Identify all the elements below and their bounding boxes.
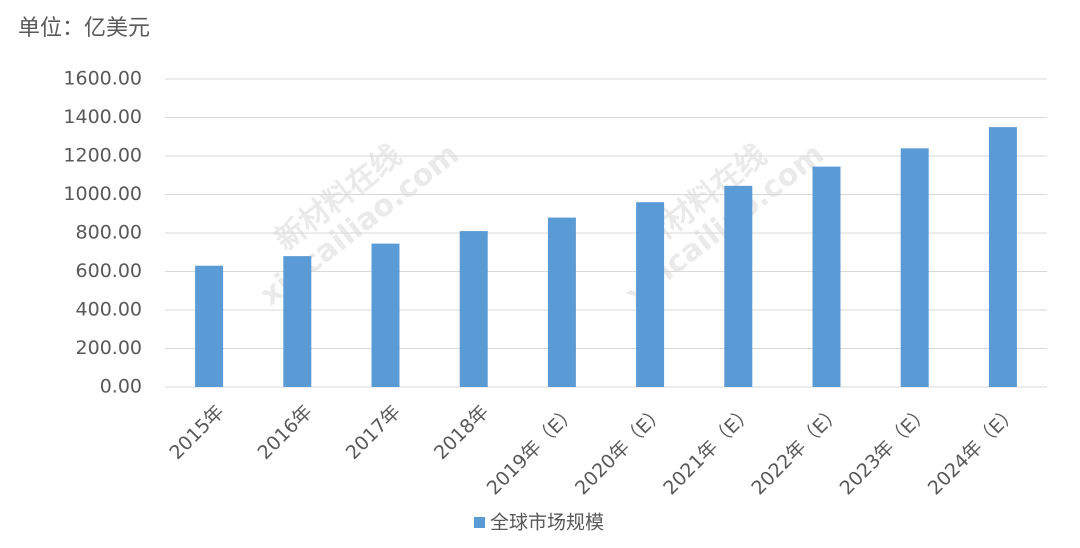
bar [988, 127, 1017, 387]
x-tick-label: 2016年 [254, 401, 317, 464]
x-tick-label: 2020年（E） [571, 401, 670, 500]
bar [724, 185, 753, 387]
x-tick-label: 2019年（E） [483, 401, 582, 500]
y-tick-label: 0.00 [100, 376, 142, 398]
bar [636, 202, 665, 387]
y-tick-label: 800.00 [76, 222, 142, 244]
y-tick-label: 400.00 [76, 299, 142, 321]
x-tick-label: 2018年 [430, 401, 493, 464]
x-tick-label: 2015年 [165, 401, 228, 464]
legend-swatch [474, 517, 485, 528]
y-tick-label: 1200.00 [63, 145, 142, 167]
bar [900, 148, 929, 387]
legend-label: 全球市场规模 [490, 512, 604, 534]
bar [195, 265, 224, 387]
x-tick-label: 2021年（E） [659, 401, 758, 500]
y-tick-label: 1600.00 [63, 68, 142, 90]
x-tick-label: 2022年（E） [747, 401, 846, 500]
y-tick-label: 600.00 [76, 260, 142, 282]
x-tick-label: 2024年（E） [924, 401, 1023, 500]
bar [283, 256, 312, 387]
bar [547, 217, 576, 387]
bar [459, 231, 488, 387]
unit-label: 单位：亿美元 [18, 16, 150, 41]
y-tick-label: 1000.00 [63, 183, 142, 205]
x-tick-label: 2017年 [342, 401, 405, 464]
y-tick-label: 1400.00 [63, 106, 142, 128]
bar [371, 243, 400, 387]
bar [812, 166, 841, 387]
x-tick-label: 2023年（E） [836, 401, 935, 500]
y-tick-label: 200.00 [76, 337, 142, 359]
